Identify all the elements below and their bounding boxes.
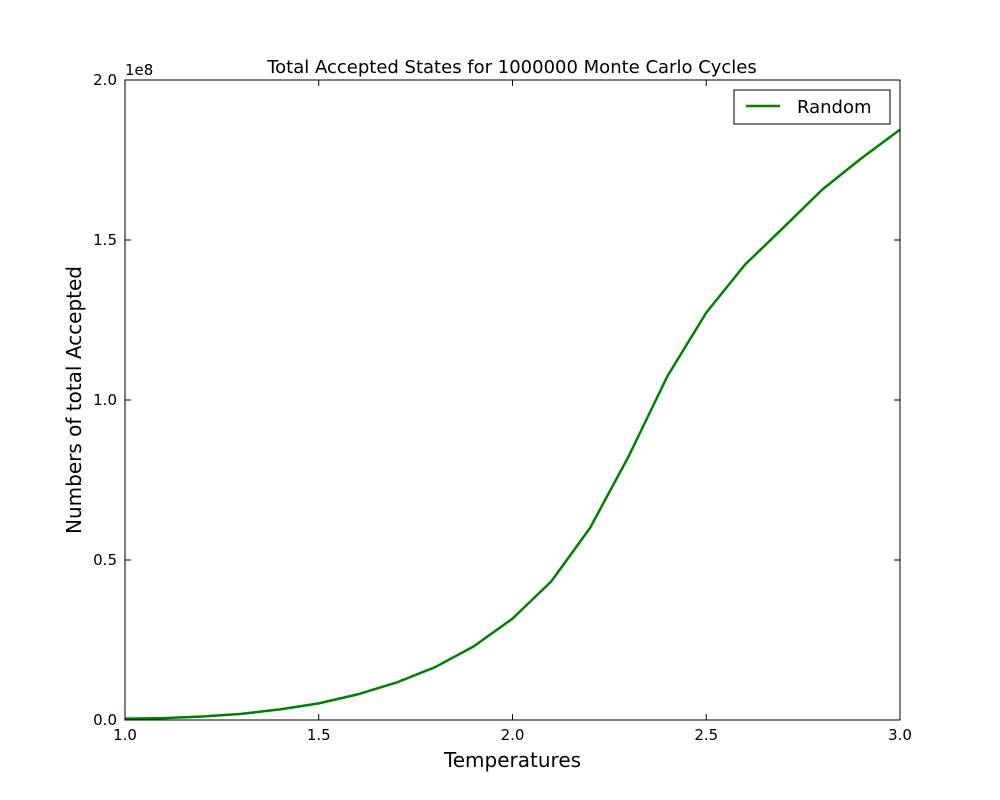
y-axis-label: Numbers of total Accepted xyxy=(62,266,86,534)
y-tick-label: 1.5 xyxy=(93,231,117,249)
y-tick-label: 1.0 xyxy=(93,391,117,409)
series-line-random xyxy=(124,128,901,720)
x-tick-label: 1.0 xyxy=(113,726,137,744)
legend-label-random: Random xyxy=(797,97,872,118)
x-tick-label: 1.5 xyxy=(307,726,331,744)
x-axis-label: Temperatures xyxy=(443,748,581,772)
x-tick-label: 3.0 xyxy=(888,726,912,744)
plot-frame xyxy=(124,79,901,721)
series-layer xyxy=(124,128,901,720)
y-tick-label: 2.0 xyxy=(93,71,117,89)
x-tick-label: 2.0 xyxy=(501,726,525,744)
legend-box xyxy=(733,89,891,125)
chart-title: Total Accepted States for 1000000 Monte … xyxy=(266,57,757,78)
y-offset-label: 1e8 xyxy=(125,61,153,79)
x-tick-label: 2.5 xyxy=(694,726,718,744)
legend: Random xyxy=(733,89,891,125)
y-tick-label: 0.5 xyxy=(93,551,117,569)
y-tick-label: 0.0 xyxy=(93,711,117,729)
